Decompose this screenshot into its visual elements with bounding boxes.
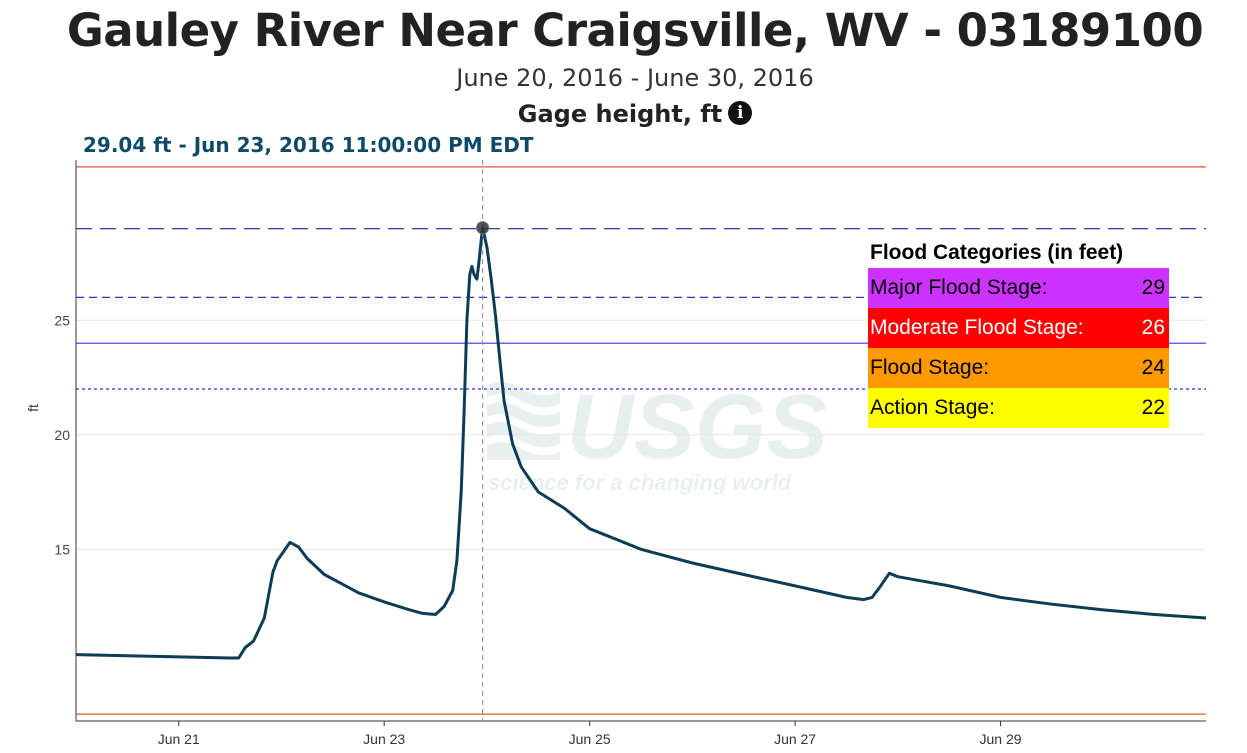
- y-tick-label: 20: [54, 427, 70, 443]
- legend-row: Flood Stage: 24: [868, 348, 1169, 388]
- usgs-logo-text: USGS: [567, 376, 828, 478]
- series-line-gage-height: [75, 226, 1207, 660]
- parameter-text: Gage height, ft: [517, 100, 723, 128]
- x-tick-label: Jun 25: [569, 731, 611, 747]
- legend-label: Action Stage:: [870, 396, 995, 419]
- chart-title: Gauley River Near Craigsville, WV - 0318…: [66, 4, 1204, 57]
- axes: 15 20 25 ft Jun 21 Jun 23 Jun 25 Jun 27 Jun 29: [25, 160, 1206, 747]
- legend-value: 26: [1141, 316, 1165, 339]
- legend-row: Action Stage: 22: [868, 388, 1169, 428]
- y-axis-label: ft: [25, 404, 41, 412]
- hover-cursor: [476, 160, 490, 721]
- legend-value: 29: [1141, 276, 1165, 299]
- x-tick-label: Jun 29: [980, 731, 1022, 747]
- flood-categories-legend: Flood Categories (in feet) Major Flood S…: [868, 238, 1169, 428]
- x-tick-label: Jun 23: [363, 731, 405, 747]
- legend-rows: Major Flood Stage: 29 Moderate Flood Stage…: [868, 268, 1169, 428]
- y-tick-label: 25: [54, 312, 70, 328]
- gage-height-chart[interactable]: USGS science for a changing world 15 20 25…: [0, 160, 1247, 753]
- legend-value: 24: [1141, 356, 1165, 379]
- highlight-point: [476, 221, 490, 235]
- legend-label: Flood Stage:: [870, 356, 990, 379]
- usgs-watermark: USGS science for a changing world: [487, 376, 828, 495]
- legend-value: 22: [1141, 396, 1165, 419]
- usgs-logo-waves: [487, 382, 560, 460]
- x-tick-label: Jun 27: [774, 731, 816, 747]
- legend-row: Major Flood Stage: 29: [868, 268, 1169, 308]
- legend-row: Moderate Flood Stage: 26: [868, 308, 1169, 348]
- y-tick-label: 15: [54, 541, 70, 557]
- legend-title: Flood Categories (in feet): [870, 241, 1124, 264]
- series-layer: [75, 226, 1207, 660]
- parameter-label: Gage height, ft i: [0, 97, 1247, 131]
- flood-stage-lines: [76, 166, 1206, 715]
- legend-label: Major Flood Stage:: [870, 276, 1048, 299]
- legend-label: Moderate Flood Stage:: [870, 316, 1084, 339]
- x-tick-label: Jun 21: [158, 731, 200, 747]
- date-range: June 20, 2016 - June 30, 2016: [456, 64, 814, 92]
- info-icon[interactable]: i: [728, 101, 753, 125]
- hover-readout: 29.04 ft - Jun 23, 2016 11:00:00 PM EDT: [83, 133, 534, 157]
